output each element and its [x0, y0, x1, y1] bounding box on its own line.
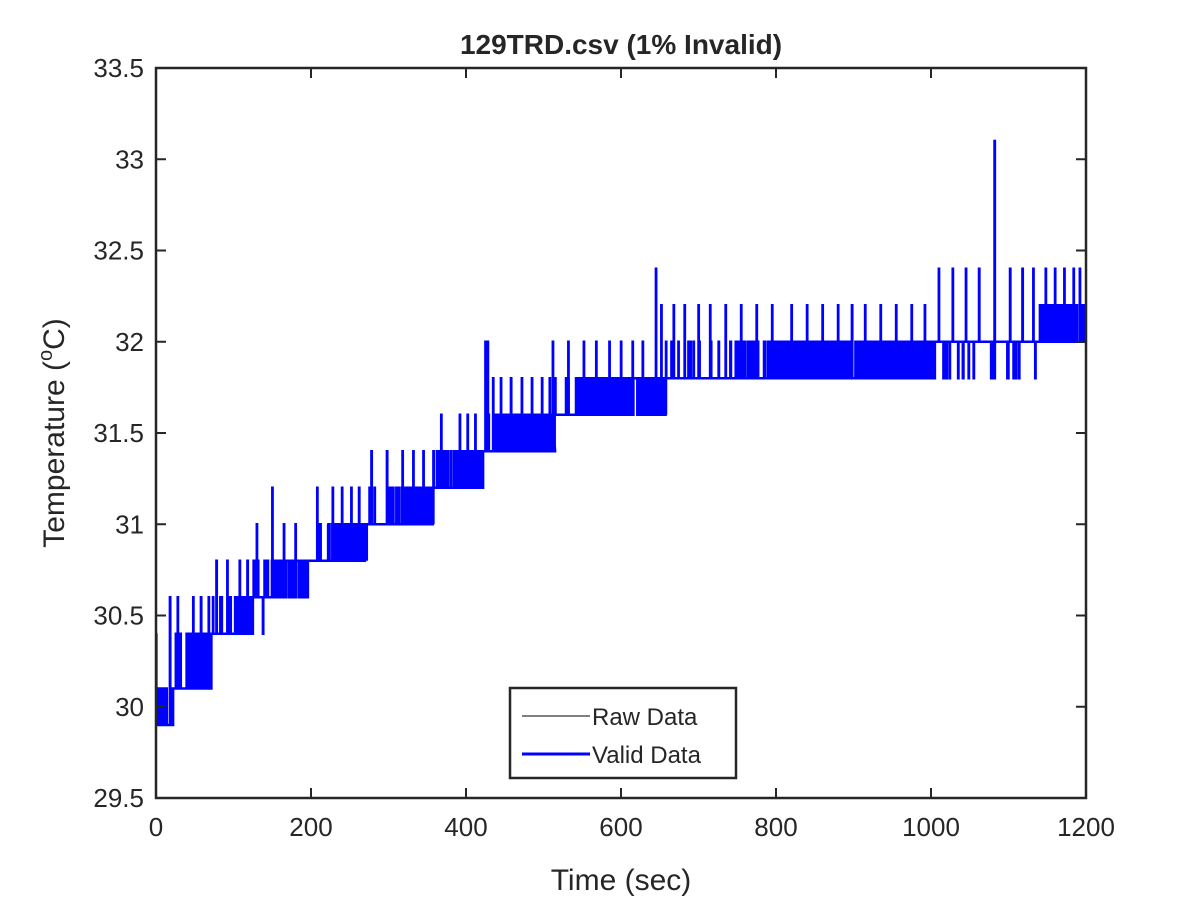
y-axis-label-unit: C) [38, 318, 71, 350]
x-tick-label: 400 [444, 812, 487, 842]
y-axis-label: Temperature (oC) [35, 318, 71, 548]
y-axis-label-base: Temperature ( [38, 361, 71, 548]
legend-label-raw-data: Raw Data [592, 704, 698, 731]
x-tick-label: 600 [599, 812, 642, 842]
y-tick-label: 33.5 [93, 53, 144, 83]
y-tick-label: 31 [115, 509, 144, 539]
x-tick-label: 0 [149, 812, 163, 842]
y-tick-label: 33 [115, 144, 144, 174]
x-tick-label: 1000 [902, 812, 960, 842]
y-axis-label-sup: o [35, 350, 57, 361]
plot-area [156, 68, 1086, 798]
axis-ticks: 0 200 400 600 800 1000 1200 29.5 30 30.5 31 31.5 32 3… [93, 53, 1115, 842]
y-tick-label: 30 [115, 692, 144, 722]
x-axis-label: Time (sec) [551, 864, 692, 897]
legend: Raw Data Valid Data [508, 686, 738, 780]
legend-box [508, 686, 738, 780]
y-tick-label: 30.5 [93, 601, 144, 631]
y-tick-label: 31.5 [93, 418, 144, 448]
y-tick-label: 32.5 [93, 236, 144, 266]
y-tick-label: 29.5 [93, 783, 144, 813]
x-tick-label: 200 [289, 812, 332, 842]
plot-frame [154, 66, 1088, 800]
chart-title: 129TRD.csv (1% Invalid) [460, 29, 782, 60]
y-tick-label: 32 [115, 327, 144, 357]
legend-label-valid-data: Valid Data [592, 742, 702, 769]
x-tick-label: 1200 [1057, 812, 1115, 842]
series-line-valid-data [156, 139, 1086, 727]
x-tick-label: 800 [754, 812, 797, 842]
